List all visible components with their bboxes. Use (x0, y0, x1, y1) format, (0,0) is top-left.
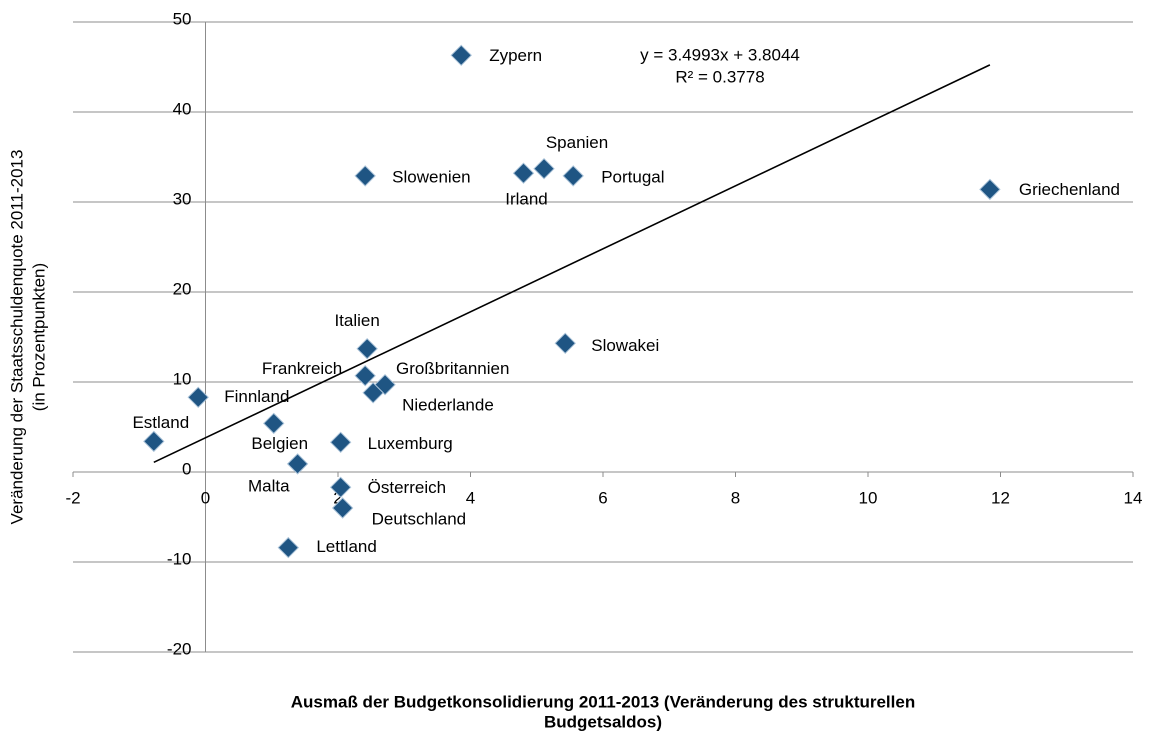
x-tick-label: 12 (991, 488, 1010, 507)
point-label: Belgien (251, 434, 308, 453)
point (979, 178, 1001, 201)
point-label: Estland (132, 413, 189, 432)
point-label: Spanien (546, 133, 608, 152)
point (362, 382, 384, 404)
point-label: Slowenien (392, 167, 470, 186)
point (554, 332, 576, 355)
x-tick-label: 0 (201, 488, 210, 507)
point (329, 476, 352, 499)
point (562, 165, 584, 187)
point-label: Finnland (224, 387, 289, 406)
y-tick-label: 10 (173, 369, 192, 388)
point-label: Griechenland (1019, 180, 1120, 199)
point (354, 165, 376, 187)
point-label: Deutschland (372, 509, 467, 528)
point-label: Malta (248, 476, 290, 495)
point-label: Österreich (368, 478, 446, 497)
point-label: Luxemburg (368, 434, 453, 453)
trendline-r2: R² = 0.3778 (675, 67, 764, 86)
point-label: Niederlande (402, 395, 494, 414)
point-label: Italien (334, 311, 379, 330)
point-label: Irland (505, 190, 548, 209)
x-tick-label: 6 (598, 488, 607, 507)
y-tick-label: -10 (167, 549, 192, 568)
point-label: Slowakei (591, 336, 659, 355)
point-label: Zypern (489, 46, 542, 65)
point (533, 157, 555, 180)
y-axis-title: Veränderung der Staatsschuldenquote 2011… (7, 150, 26, 525)
point (331, 497, 354, 519)
x-tick-label: -2 (65, 488, 80, 507)
point-label: Frankreich (262, 359, 342, 378)
point (354, 364, 376, 387)
x-tick-label: 2 (333, 488, 342, 507)
x-tick-label: 10 (859, 488, 878, 507)
point (356, 337, 378, 360)
point (277, 536, 300, 559)
point-label: Großbritannien (396, 359, 509, 378)
point (286, 453, 309, 475)
point (143, 430, 165, 453)
point (329, 431, 352, 454)
point (450, 44, 472, 67)
trendline-equation: y = 3.4993x + 3.8044 (640, 45, 800, 64)
y-tick-label: 0 (182, 459, 191, 478)
y-tick-label: 30 (173, 189, 192, 208)
x-axis-title: Ausmaß der Budgetkonsolidierung 2011-201… (291, 692, 915, 711)
x-tick-label: 14 (1124, 488, 1143, 507)
point-label: Portugal (601, 167, 664, 186)
y-tick-label: -20 (167, 639, 192, 658)
y-axis-title: (in Prozentpunkten) (29, 263, 48, 411)
point (187, 386, 209, 409)
y-tick-label: 50 (173, 9, 192, 28)
x-tick-label: 8 (731, 488, 740, 507)
x-tick-label: 4 (466, 488, 475, 507)
y-tick-label: 40 (173, 99, 192, 118)
trendline (153, 64, 991, 464)
y-tick-label: 20 (173, 279, 192, 298)
x-axis-title: Budgetsaldos) (544, 712, 662, 731)
point-label: Lettland (316, 537, 377, 556)
point (263, 412, 285, 435)
point (512, 162, 535, 184)
